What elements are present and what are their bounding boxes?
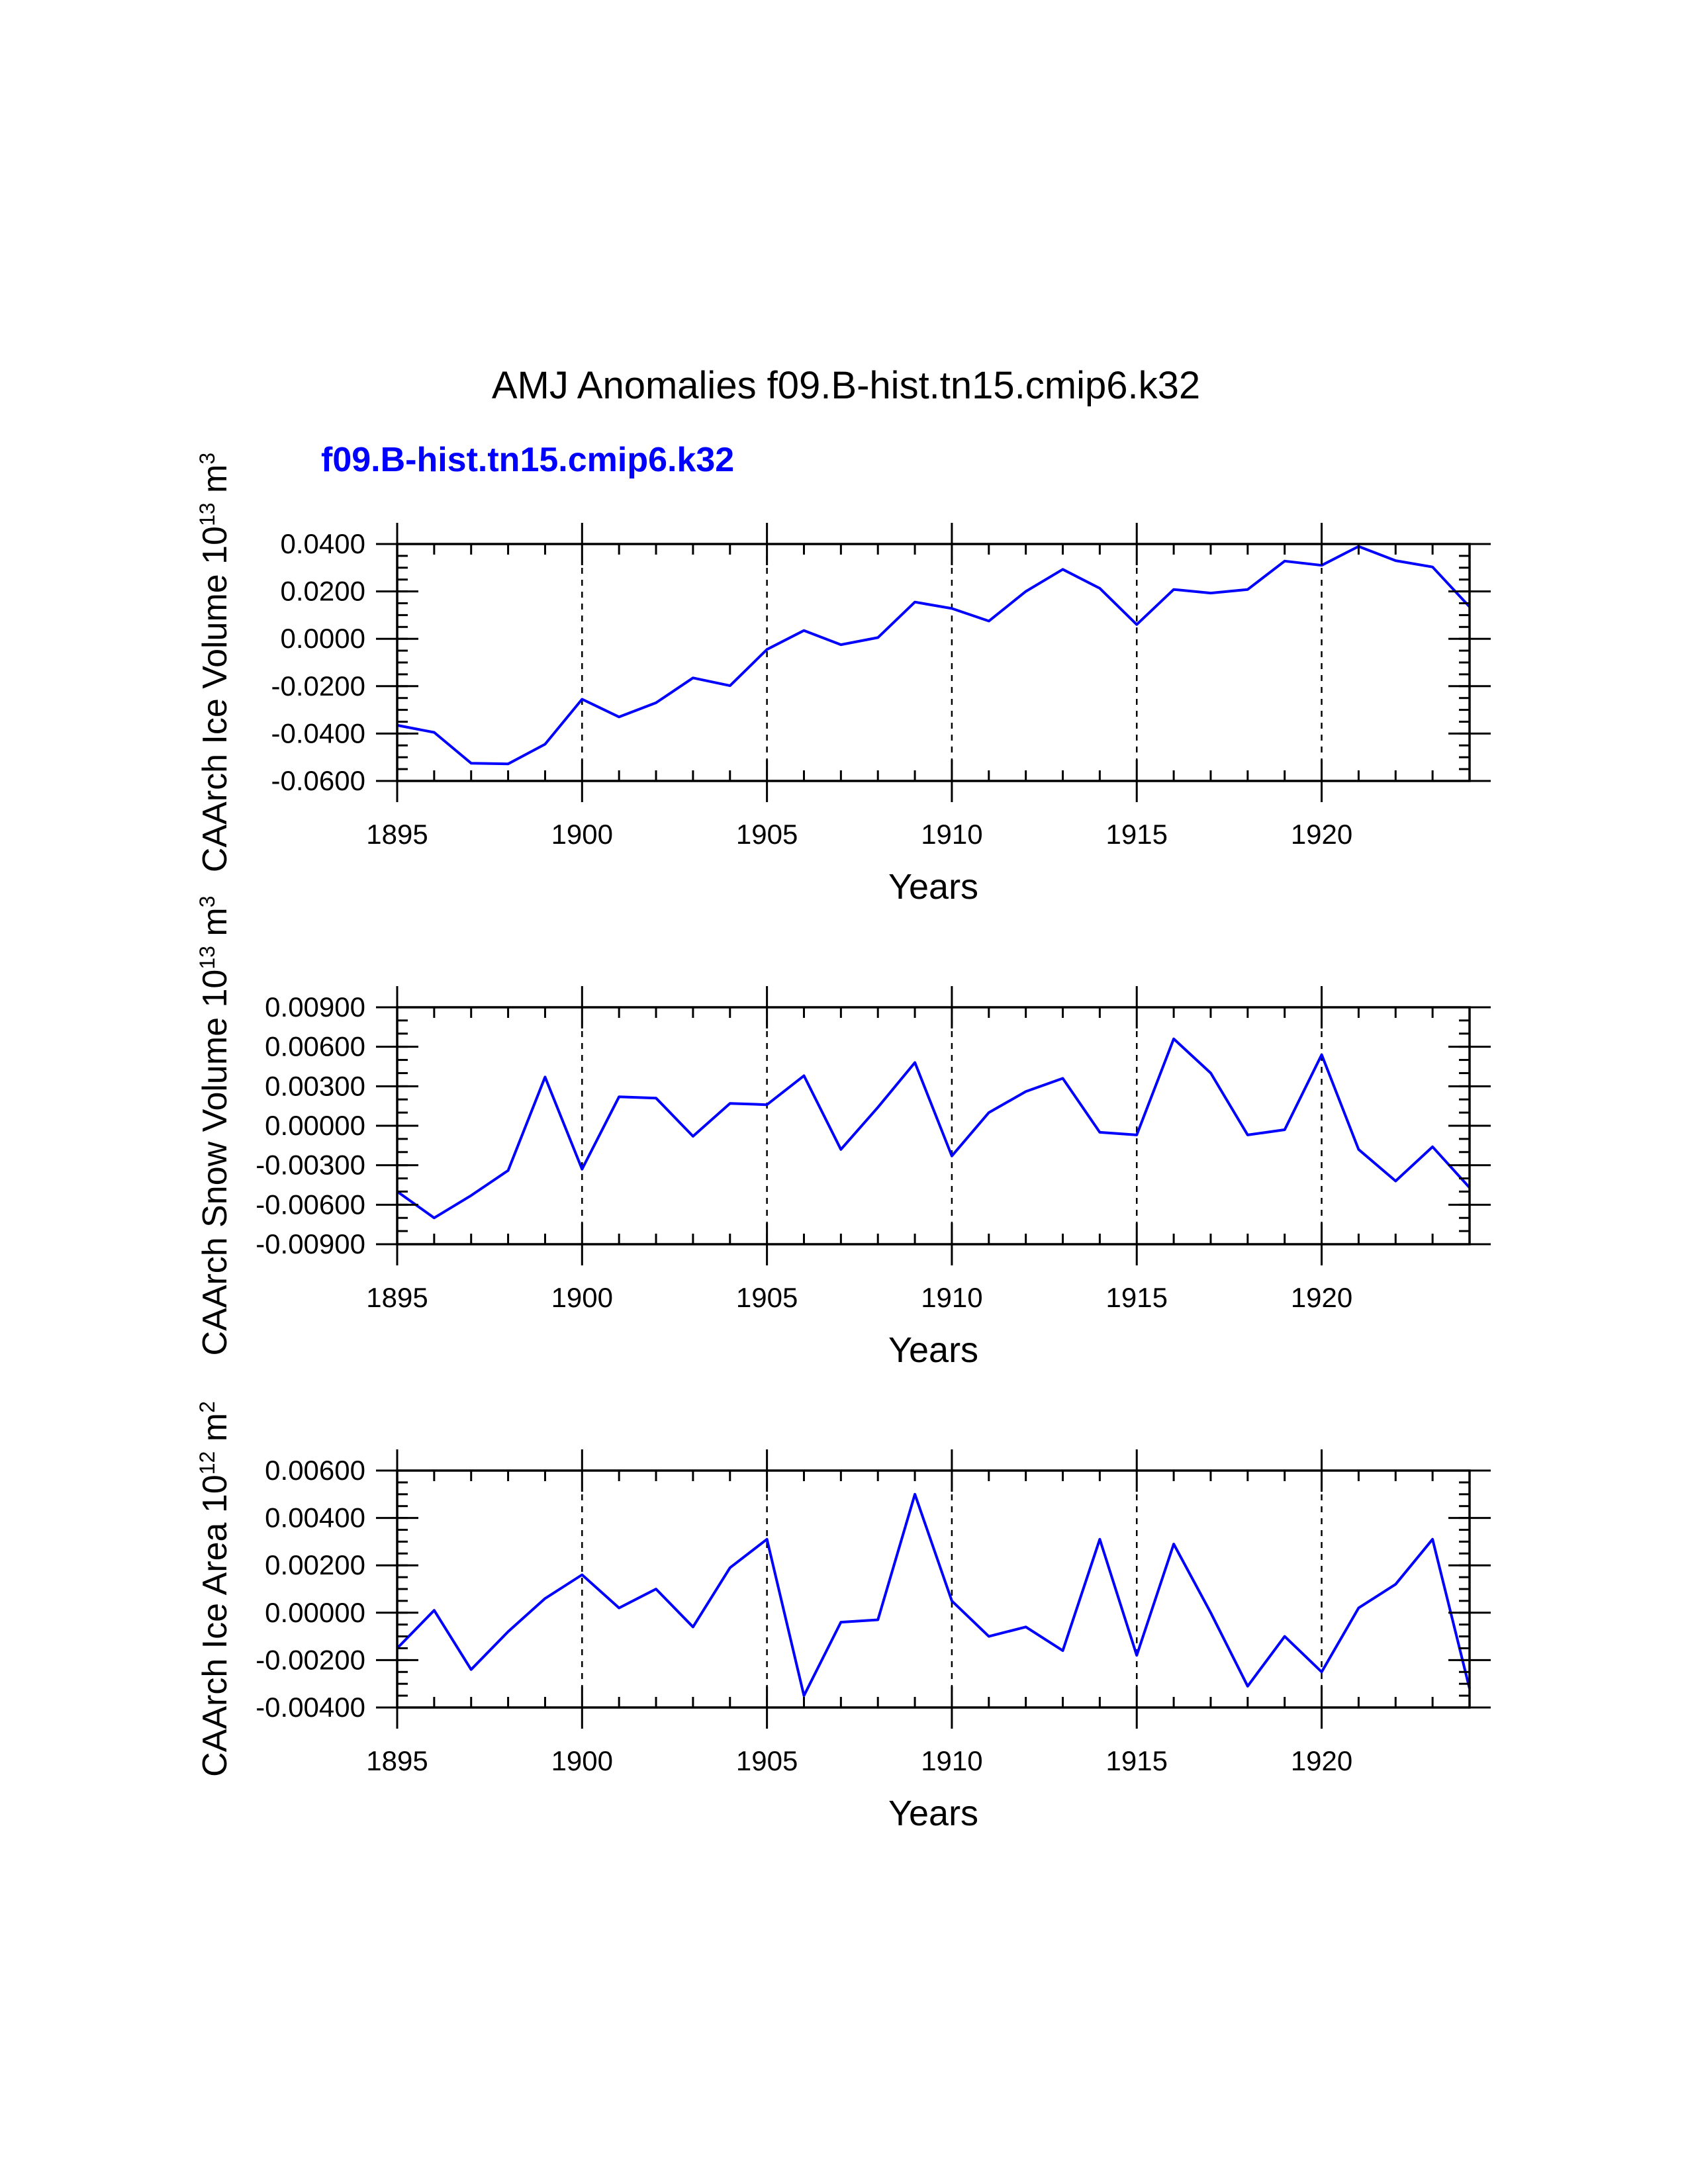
x-tick-label: 1910 [921, 1745, 982, 1776]
y-tick-label: -0.0600 [271, 765, 365, 796]
y-axis-label-part: m [196, 465, 234, 503]
y-tick-label: 0.0200 [281, 576, 365, 607]
y-axis-label-superscript: 13 [195, 502, 219, 526]
data-series-line [396, 1492, 1471, 1698]
y-tick-label: -0.0400 [271, 717, 365, 749]
x-tick-label: 1895 [366, 1745, 428, 1776]
x-tick-label: 1895 [366, 1282, 428, 1313]
y-axis-label-superscript: 13 [195, 946, 219, 970]
y-axis-label-part: m [196, 1413, 234, 1451]
x-tick-label: 1905 [736, 1282, 798, 1313]
y-axis-label-superscript: 2 [195, 1401, 219, 1413]
x-tick-label: 1900 [551, 819, 613, 850]
y-tick-label: -0.00400 [256, 1692, 365, 1723]
y-axis-label-part: CAArch Snow Volume 10 [196, 970, 234, 1356]
y-tick-label: 0.00000 [265, 1597, 365, 1628]
figure-title: AMJ Anomalies f09.B-hist.tn15.cmip6.k32 [492, 364, 1200, 407]
y-tick-label: 0.00600 [265, 1031, 365, 1062]
x-tick-label: 1920 [1291, 1745, 1352, 1776]
y-tick-label: 0.0000 [281, 623, 365, 654]
y-axis-label: CAArch Snow Volume 1013 m3 [195, 895, 234, 1355]
x-tick-label: 1905 [736, 819, 798, 850]
y-axis-label-superscript: 3 [195, 895, 219, 907]
y-tick-label: 0.00900 [265, 991, 365, 1023]
ice-area-panel: 1895 1900 1905 1910 1915 1920 -0.00400 -0.00200… [195, 1401, 1491, 1833]
x-axis-label: Years [888, 867, 978, 907]
y-tick-label: 0.00200 [265, 1549, 365, 1580]
y-tick-label: -0.00600 [256, 1189, 365, 1220]
y-axis-label-part: m [196, 907, 234, 946]
x-tick-label: 1920 [1291, 1282, 1352, 1313]
y-tick-label: -0.00200 [256, 1644, 365, 1675]
x-tick-label: 1915 [1106, 1282, 1168, 1313]
x-tick-label: 1915 [1106, 819, 1168, 850]
data-series-line [396, 1037, 1471, 1220]
y-axis-label: CAArch Ice Volume 1013 m3 [195, 453, 234, 872]
y-axis-label: CAArch Ice Area 1012 m2 [195, 1401, 234, 1777]
y-tick-label: -0.0200 [271, 670, 365, 702]
y-tick-label: 0.00300 [265, 1070, 365, 1101]
x-tick-label: 1910 [921, 1282, 982, 1313]
x-tick-label: 1905 [736, 1745, 798, 1776]
y-axis-label-part: CAArch Ice Volume 10 [196, 526, 234, 872]
y-axis-label-superscript: 12 [195, 1451, 219, 1475]
y-tick-label: 0.00000 [265, 1110, 365, 1141]
data-series-line [397, 545, 1471, 766]
x-tick-label: 1900 [551, 1745, 613, 1776]
ice-volume-panel: 1895 1900 1905 1910 1915 1920 -0.0600 -0.0400 -0… [195, 453, 1491, 907]
y-axis-label-part: CAArch Ice Area 10 [196, 1475, 234, 1777]
legend-label: f09.B-hist.tn15.cmip6.k32 [321, 441, 734, 479]
y-tick-label: 0.0400 [281, 528, 365, 559]
snow-volume-panel: 1895 1900 1905 1910 1915 1920 -0.00900 -0.00600… [195, 895, 1491, 1370]
x-axis-label: Years [888, 1330, 978, 1370]
y-tick-label: -0.00300 [256, 1150, 365, 1181]
y-tick-label: -0.00900 [256, 1228, 365, 1259]
x-tick-label: 1920 [1291, 819, 1352, 850]
x-tick-label: 1895 [366, 819, 428, 850]
x-tick-label: 1900 [551, 1282, 613, 1313]
y-tick-label: 0.00600 [265, 1455, 365, 1486]
x-tick-label: 1915 [1106, 1745, 1168, 1776]
y-axis-label-superscript: 3 [195, 453, 219, 465]
x-tick-label: 1910 [921, 819, 982, 850]
y-tick-label: 0.00400 [265, 1502, 365, 1533]
x-axis-label: Years [888, 1794, 978, 1833]
